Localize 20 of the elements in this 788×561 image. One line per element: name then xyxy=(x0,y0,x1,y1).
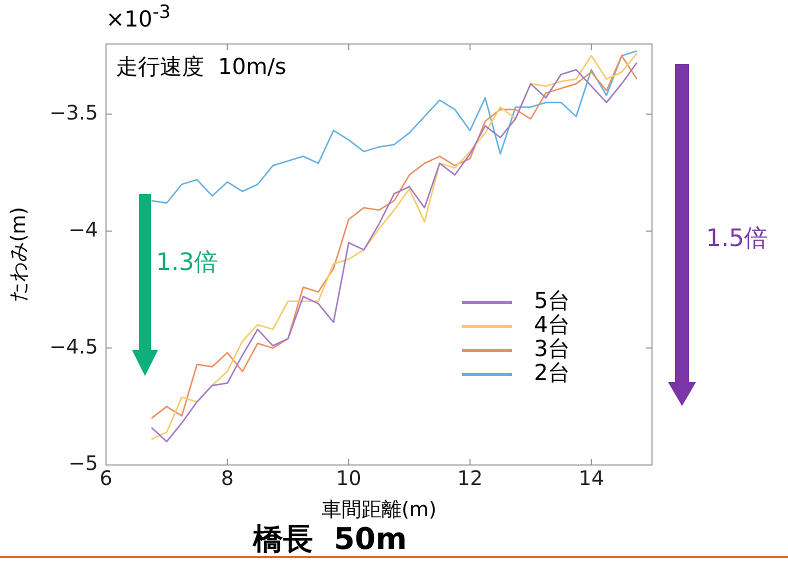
x-tick-label: 12 xyxy=(457,466,483,490)
y-tick-label: −3.5 xyxy=(49,100,98,124)
legend-label: 5台 xyxy=(534,289,570,314)
x-tick-label: 8 xyxy=(220,466,234,490)
x-tick-label: 10 xyxy=(336,466,362,490)
annotation: 走行速度 10m/s xyxy=(116,54,286,82)
legend-label: 4台 xyxy=(534,313,570,338)
text: 1.5倍 xyxy=(706,223,768,254)
legend-label: 2台 xyxy=(534,361,570,386)
x-axis-title: 車間距離(m) xyxy=(321,497,437,522)
y-tick-label: −4 xyxy=(68,217,98,242)
y-axis-title: たわみ(m) xyxy=(6,206,30,302)
annotation: 1.3倍 xyxy=(156,247,218,278)
y-tick-label: −4.5 xyxy=(49,334,98,358)
text: ×10$^{-3}$ xyxy=(106,2,171,32)
x-tick-label: 14 xyxy=(578,466,604,490)
legend-label: 3台 xyxy=(534,337,570,362)
y-tick-label: −5 xyxy=(68,451,98,476)
x-tick-label: 6 xyxy=(100,466,112,490)
text: 橋長 50m xyxy=(252,522,407,557)
